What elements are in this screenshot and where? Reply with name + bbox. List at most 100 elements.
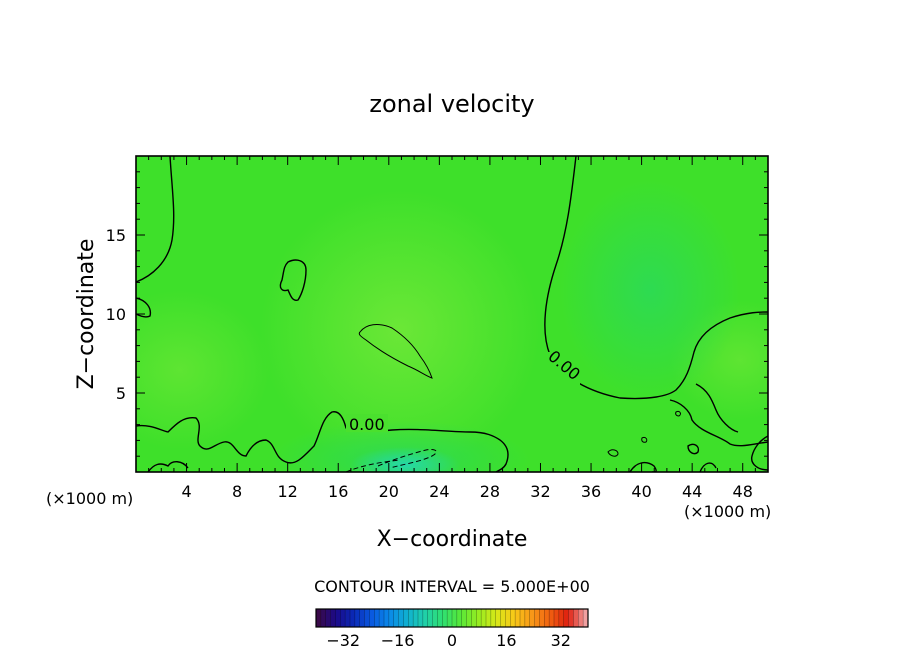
- colorbar-cell: [452, 609, 458, 627]
- contour-interval-text: CONTOUR INTERVAL = 5.000E+00: [314, 577, 590, 596]
- colorbar-tick-labels: −32 −16 0 16 32: [326, 631, 571, 650]
- contour-bottom-right-b: [695, 383, 739, 433]
- contour-left-upper: [136, 156, 175, 283]
- field-warm-left: [136, 290, 270, 450]
- colorbar-tick-label: 32: [551, 631, 571, 650]
- x-tick-label: 20: [379, 482, 399, 501]
- colorbar-cell: [524, 609, 531, 627]
- x-tick-label: 32: [530, 482, 550, 501]
- colorbar-cell: [403, 609, 409, 627]
- colorbar-cell: [359, 609, 365, 627]
- contour-bottom-right-a: [669, 399, 768, 447]
- x-unit-right: (×1000 m): [684, 502, 771, 521]
- plot-area: [136, 156, 768, 472]
- contour-small-b: [641, 437, 648, 443]
- colorbar-cell: [354, 609, 361, 627]
- colorbar-cell: [364, 609, 370, 627]
- colorbar-cell: [476, 609, 482, 627]
- chart-title: zonal velocity: [369, 90, 534, 118]
- colorbar-cell: [447, 609, 453, 627]
- contour-center-thin: [358, 324, 433, 379]
- contour-small-c: [675, 411, 681, 417]
- contour-small-a: [607, 449, 619, 457]
- colorbar-cell: [510, 609, 516, 627]
- contour-label-bg-1: [346, 414, 388, 432]
- colorbar-cell: [520, 609, 526, 627]
- colorbar-cell: [466, 609, 472, 627]
- colorbar-cell: [388, 609, 395, 627]
- colorbar-cell: [461, 609, 467, 627]
- y-tick-label: 10: [106, 305, 126, 324]
- colorbar-cell: [345, 609, 351, 627]
- colorbar-cell: [490, 609, 497, 627]
- colorbar-tick-label: 16: [496, 631, 516, 650]
- colorbar-cell: [398, 609, 404, 627]
- y-axis-ticks: [136, 171, 768, 457]
- colorbar-cell: [573, 609, 579, 627]
- colorbar-cell: [384, 609, 390, 627]
- colorbar-cell: [422, 609, 429, 627]
- colorbar-cell: [549, 609, 555, 627]
- contour-bottom-left-small: [147, 461, 189, 472]
- colorbar-cell: [554, 609, 560, 627]
- colorbar-cell: [505, 609, 511, 627]
- colorbar-cell: [316, 609, 322, 627]
- contour-bottom-right-c: [751, 435, 768, 471]
- colorbar-cell: [539, 609, 545, 627]
- colorbar-cell: [529, 609, 535, 627]
- colorbar-cell: [534, 609, 540, 627]
- y-tick-label: 15: [106, 226, 126, 245]
- field-cool-bottom: [270, 420, 530, 472]
- colorbar-cell: [437, 609, 443, 627]
- colorbar: [315, 609, 589, 627]
- colorbar-cell: [325, 609, 331, 627]
- colorbar-tick-label: −16: [381, 631, 415, 650]
- colorbar-cell: [583, 609, 589, 627]
- colorbar-cell: [568, 609, 574, 627]
- contour-dashed-negative-2: [345, 459, 401, 472]
- colorbar-cell: [413, 609, 419, 627]
- contour-dashed-negative: [377, 449, 437, 469]
- contour-label-bg-2: [544, 352, 580, 388]
- x-tick-label: 4: [181, 482, 191, 501]
- colorbar-cell: [374, 609, 380, 627]
- x-unit-left: (×1000 m): [46, 489, 133, 508]
- field-cool-right: [560, 180, 740, 400]
- colorbar-cell: [427, 609, 433, 627]
- colorbar-cell: [442, 609, 448, 627]
- colorbar-cell: [515, 609, 521, 627]
- colorbar-cell: [418, 609, 424, 627]
- y-axis-tick-labels: 5 10 15: [106, 226, 126, 403]
- colorbar-cell: [495, 609, 501, 627]
- colorbar-cell: [578, 609, 584, 627]
- x-tick-label: 12: [278, 482, 298, 501]
- contour-label-zero-1: 0.00: [349, 415, 385, 434]
- x-axis-tick-labels: 4 8 12 16 20 24 28 32 36 40 44 48: [181, 482, 752, 501]
- colorbar-cell: [432, 609, 438, 627]
- y-axis-title: Z−coordinate: [74, 239, 99, 390]
- colorbar-cell: [320, 609, 327, 627]
- colorbar-cell: [544, 609, 550, 627]
- colorbar-cell: [369, 609, 375, 627]
- colorbar-cell: [500, 609, 506, 627]
- field-warm-center: [260, 190, 540, 470]
- field-cold-bottom: [350, 447, 460, 472]
- x-tick-label: 36: [581, 482, 601, 501]
- colorbar-cell: [486, 609, 492, 627]
- x-tick-label: 28: [480, 482, 500, 501]
- colorbar-cell: [563, 609, 569, 627]
- contour-bottom-right-e: [687, 443, 700, 455]
- x-axis-ticks: [148, 156, 756, 472]
- colorbar-cell: [379, 609, 385, 627]
- colorbar-cell: [393, 609, 399, 627]
- y-tick-label: 5: [116, 384, 126, 403]
- colorbar-cell: [330, 609, 336, 627]
- contour-right-big: [544, 156, 768, 400]
- colorbar-cell: [456, 609, 463, 627]
- x-tick-label: 40: [631, 482, 651, 501]
- x-tick-label: 24: [429, 482, 449, 501]
- contour-left-notch: [136, 297, 152, 318]
- colorbar-cell: [350, 609, 356, 627]
- colorbar-cell: [471, 609, 477, 627]
